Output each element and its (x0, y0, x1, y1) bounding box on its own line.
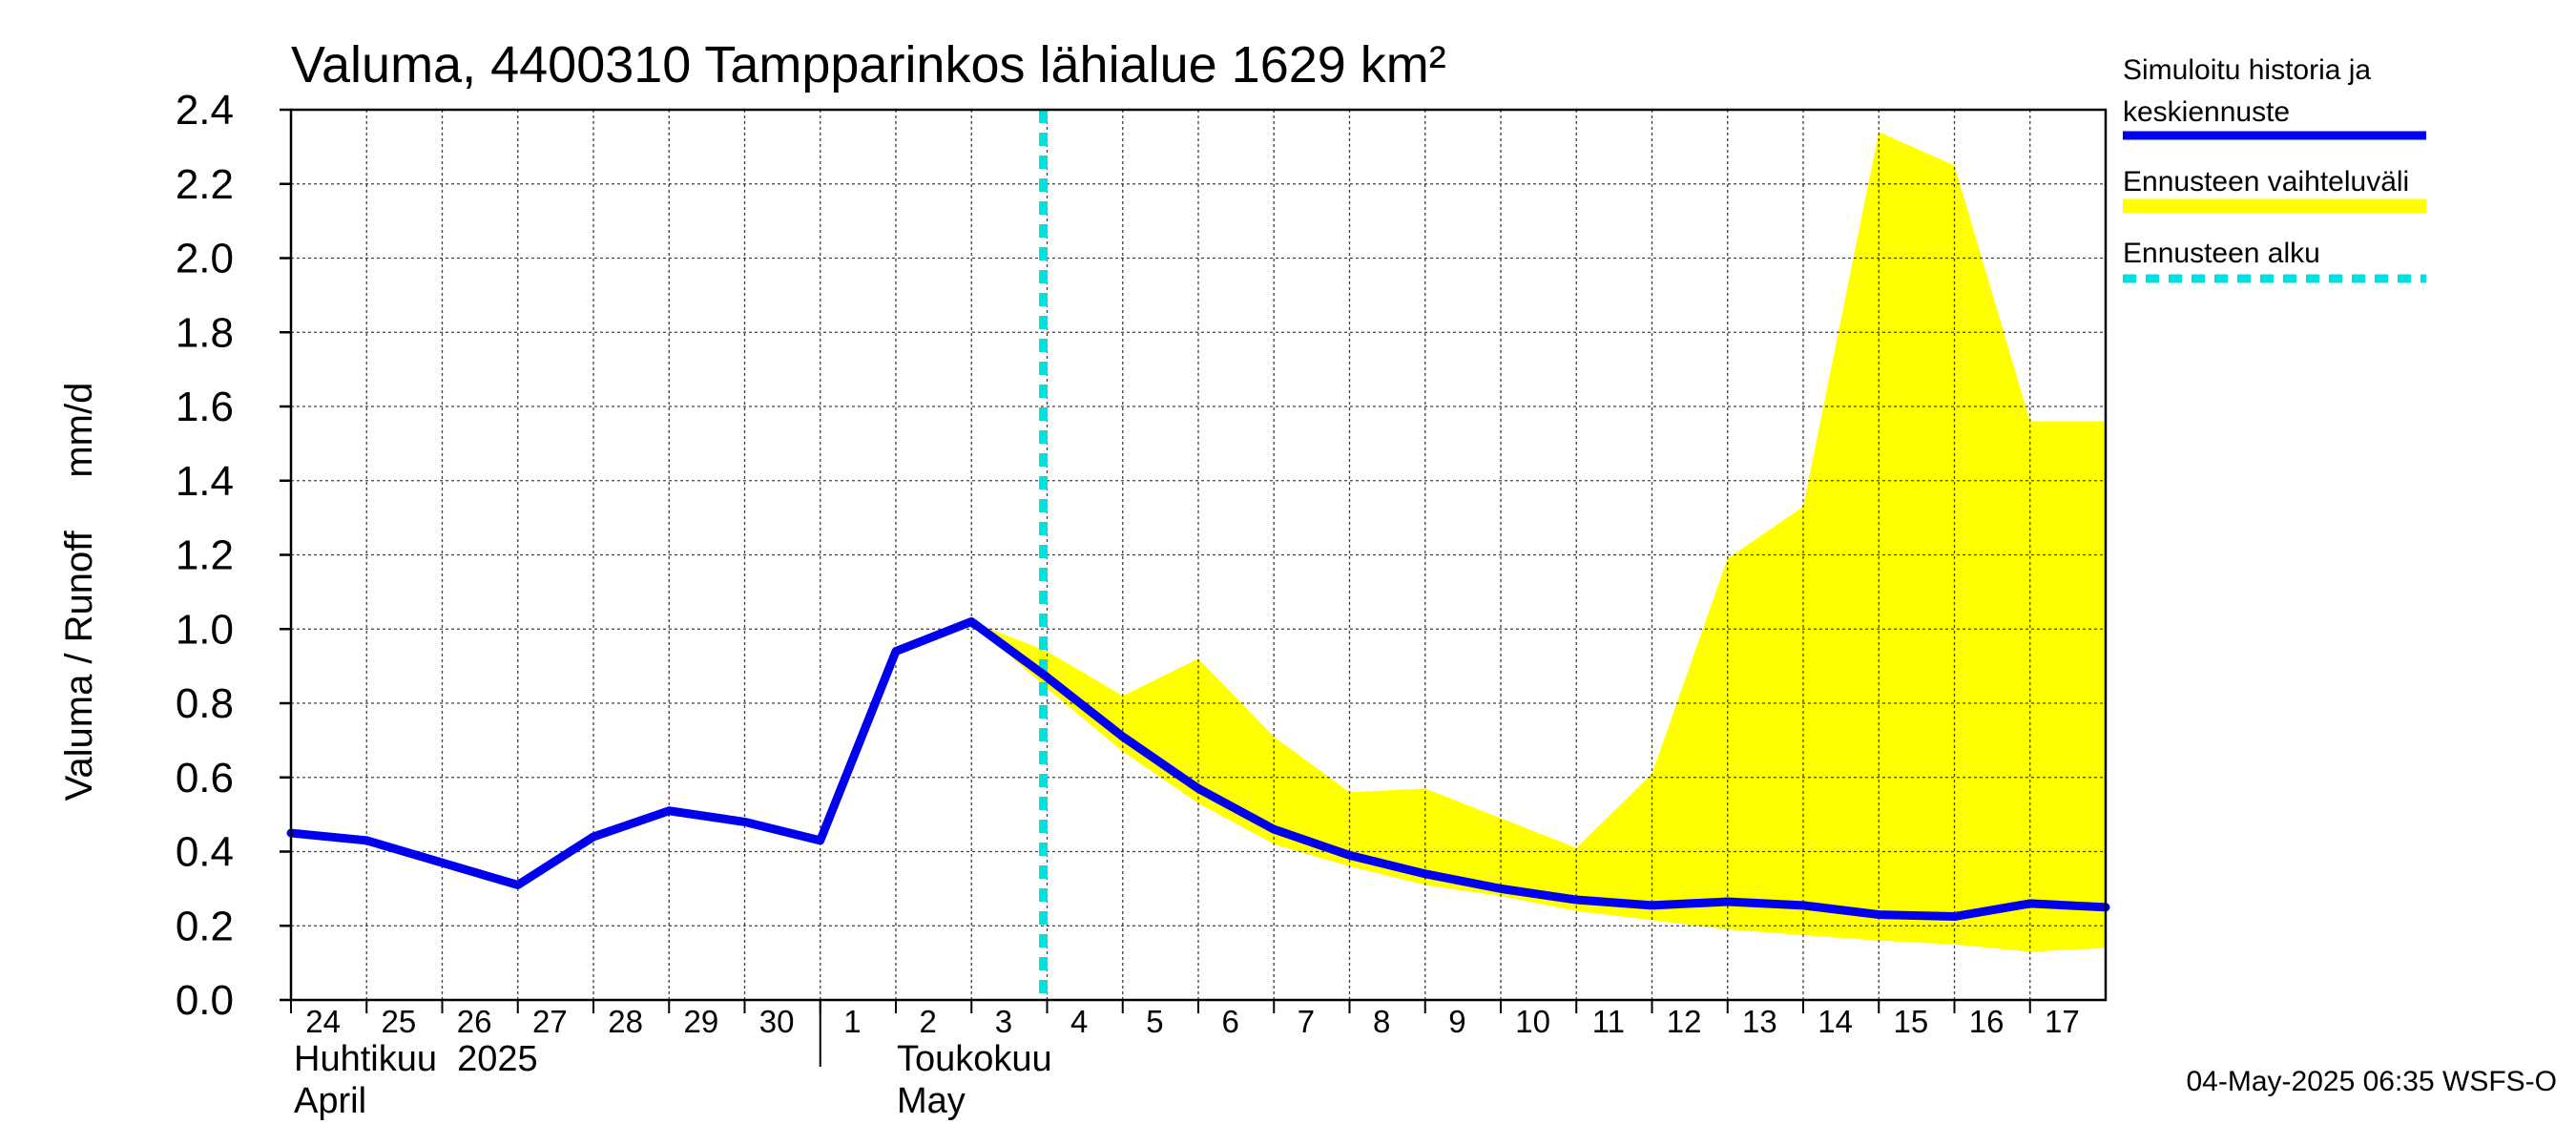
legend-label-range: Ennusteen vaihteluväli (2123, 166, 2409, 198)
x-tick-label: 8 (1373, 1004, 1390, 1039)
x-tick-label: 27 (532, 1004, 568, 1039)
y-tick-label: 0.2 (176, 903, 234, 949)
y-tick-label: 0.4 (176, 829, 234, 876)
mean-runoff-series (286, 616, 2110, 922)
legend: Simuloitu historia ja keskiennuste Ennus… (2123, 54, 2426, 283)
x-tick-label: 11 (1592, 1004, 1625, 1039)
y-tick-label: 1.6 (176, 384, 234, 430)
y-tick-label: 1.8 (176, 309, 234, 356)
x-tick-label: 5 (1146, 1004, 1163, 1039)
month-label-april-fi: Huhtikuu 2025 (294, 1039, 538, 1079)
footer-timestamp: 04-May-2025 06:35 WSFS-O (2187, 1066, 2558, 1097)
y-axis-label: Valuma / Runoff mm/d (58, 383, 100, 802)
month-labels: Huhtikuu 2025 April Toukokuu May (294, 1039, 1052, 1121)
x-tick-label: 28 (608, 1004, 643, 1039)
x-axis-ticks: 24 25 26 27 28 29 30 1 2 3 4 5 6 7 8 9 10 11 12 13 14 15 16 17 (290, 1000, 2080, 1067)
month-label-may-fi: Toukokuu (897, 1039, 1052, 1079)
legend-label-forecast-start: Ennusteen alku (2123, 238, 2320, 269)
x-tick-label: 9 (1448, 1004, 1465, 1039)
x-tick-label: 10 (1515, 1004, 1550, 1039)
y-tick-label: 2.0 (176, 236, 234, 282)
x-tick-label: 14 (1818, 1004, 1853, 1039)
mean-runoff-line (286, 616, 2110, 922)
grid (291, 110, 2106, 1000)
y-tick-label: 1.4 (176, 458, 234, 505)
x-tick-label: 12 (1667, 1004, 1702, 1039)
x-tick-label: 26 (457, 1004, 492, 1039)
x-tick-label: 4 (1070, 1004, 1088, 1039)
x-tick-label: 29 (684, 1004, 719, 1039)
y-axis-label-text: Valuma / Runoff mm/d (58, 383, 100, 802)
y-tick-label: 0.6 (176, 755, 234, 802)
y-tick-label: 2.2 (176, 161, 234, 208)
y-tick-label: 1.2 (176, 532, 234, 579)
month-label-april-en: April (294, 1081, 366, 1121)
x-tick-label: 16 (1969, 1004, 2005, 1039)
x-tick-label: 3 (995, 1004, 1012, 1039)
x-tick-label: 15 (1894, 1004, 1929, 1039)
x-tick-label: 2 (919, 1004, 936, 1039)
y-axis-ticks: 0.0 0.2 0.4 0.6 0.8 1.0 1.2 1.4 1.6 1.8 2.0 2.2 2.4 (176, 87, 291, 1024)
forecast-range-band (971, 132, 2106, 952)
x-tick-label: 6 (1221, 1004, 1238, 1039)
x-tick-label: 1 (843, 1004, 861, 1039)
y-tick-label: 0.0 (176, 977, 234, 1024)
chart-title: Valuma, 4400310 Tampparinkos lähialue 16… (291, 36, 1446, 94)
x-tick-label: 13 (1742, 1004, 1777, 1039)
month-label-may-en: May (897, 1081, 966, 1121)
x-tick-label: 7 (1298, 1004, 1315, 1039)
y-tick-label: 0.8 (176, 680, 234, 727)
x-tick-label: 17 (2045, 1004, 2080, 1039)
y-tick-label: 2.4 (176, 87, 234, 134)
x-tick-label: 25 (382, 1004, 417, 1039)
legend-label-mean-line2: keskiennuste (2123, 96, 2290, 128)
x-tick-label: 30 (759, 1004, 795, 1039)
forecast-range-area (971, 132, 2106, 952)
legend-label-mean-line1: Simuloitu historia ja (2123, 54, 2371, 86)
y-tick-label: 1.0 (176, 606, 234, 653)
x-tick-label: 24 (305, 1004, 341, 1039)
